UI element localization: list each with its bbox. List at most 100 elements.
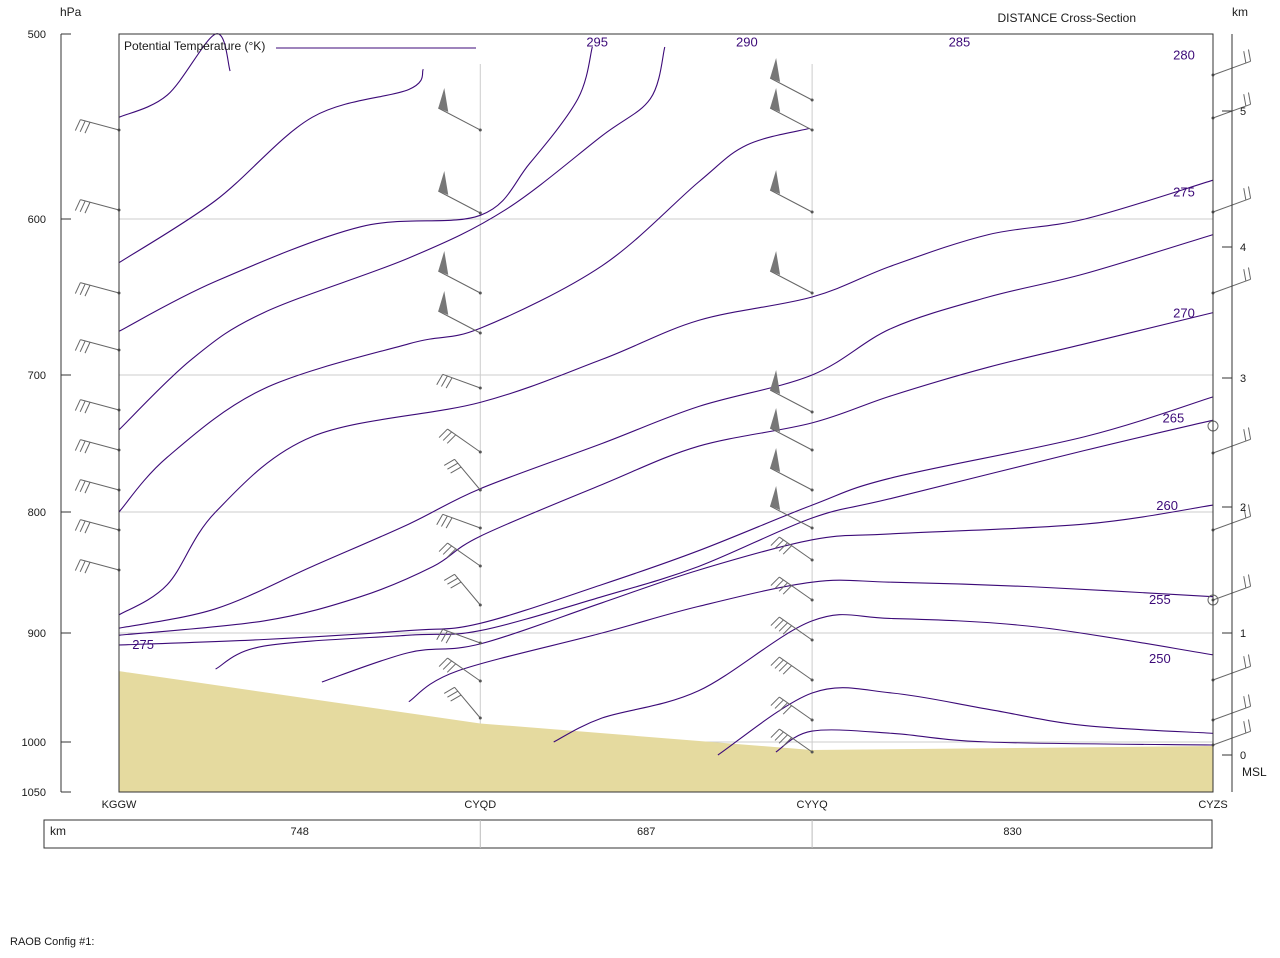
isentrope-line-9 xyxy=(215,419,1214,670)
right-tick-label-5: 5 xyxy=(1240,106,1246,118)
wind-barb-cyyq-4 xyxy=(770,696,814,722)
isentrope-line-3 xyxy=(118,46,666,431)
wind-barb-kggw-8 xyxy=(74,559,121,574)
right-tick-label-1: 1 xyxy=(1240,628,1246,640)
isentrope-label-1: 290 xyxy=(736,34,758,49)
wind-barb-cyqd-6 xyxy=(436,628,482,645)
wind-barb-cyqd-8 xyxy=(443,686,482,720)
wind-flag-cyyq-1 xyxy=(769,88,814,132)
wind-flag-cyyq-5 xyxy=(769,408,814,452)
right-axis-bottom-label: MSL xyxy=(1242,765,1267,779)
isentrope-line-13 xyxy=(717,687,1214,756)
wind-flag-cyyq-0 xyxy=(769,58,814,102)
wind-barb-kggw-7 xyxy=(74,519,121,534)
isentrope-label-5: 270 xyxy=(1173,306,1195,321)
plot-border xyxy=(118,33,1214,793)
isentrope-line-12 xyxy=(553,614,1214,743)
isentrope-line-7 xyxy=(118,312,1214,636)
isentrope-line-0 xyxy=(118,33,231,118)
isentrope-labels: 295 290 285 280 275 270 265 260 255 250 275 xyxy=(132,34,1195,666)
wind-barb-cyzs-2 xyxy=(1211,186,1252,214)
wind-barb-cyqd-3 xyxy=(436,513,482,530)
isentrope-line-10 xyxy=(321,504,1214,683)
isentrope-line-5 xyxy=(118,179,1214,616)
axes: 500 600 700 800 900 1000 1050 5 4 3 2 1 0 KGGW CYQD CYY… xyxy=(22,29,1247,811)
isentrope-label-7: 260 xyxy=(1156,498,1178,513)
legend-text: Potential Temperature (°K) xyxy=(124,39,265,53)
wind-flag-cyyq-2 xyxy=(769,170,814,214)
wind-barb-cyyq-2 xyxy=(770,616,814,642)
wind-flag-cyqd-1 xyxy=(438,171,482,215)
distance-table-frame xyxy=(43,819,1213,849)
isentrope-line-1 xyxy=(118,68,424,264)
distance-table: km 748 687 830 xyxy=(43,819,1213,849)
left-tick-label-700: 700 xyxy=(28,370,46,382)
wind-barb-cyyq-0 xyxy=(770,536,814,562)
left-tick-label-600: 600 xyxy=(28,214,46,226)
isentrope-label-8: 255 xyxy=(1149,592,1171,607)
isentrope-label-2: 285 xyxy=(949,34,971,49)
wind-barb-kggw-0 xyxy=(74,119,121,134)
isentrope-line-4 xyxy=(118,127,810,513)
wind-barb-kggw-1 xyxy=(74,199,121,214)
wind-barb-cyzs-4 xyxy=(1211,427,1252,455)
station-label-cyqd: CYQD xyxy=(464,799,496,811)
config-label: RAOB Config #1: xyxy=(10,936,95,948)
wind-barb-cyyq-3 xyxy=(770,656,814,682)
isentrope-line-14 xyxy=(775,729,1214,753)
isentrope-line-11 xyxy=(408,579,1214,703)
wind-flag-cyyq-4 xyxy=(769,370,814,414)
isentrope-line-2 xyxy=(118,46,593,332)
isentrope-label-4: 275 xyxy=(1173,184,1195,199)
station-label-cyzs: CYZS xyxy=(1198,799,1227,811)
wind-flag-cyyq-3 xyxy=(769,251,814,295)
wind-barb-kggw-4 xyxy=(74,399,121,414)
right-tick-label-0: 0 xyxy=(1240,750,1246,762)
right-tick-label-4: 4 xyxy=(1240,242,1246,254)
wind-barbs xyxy=(74,49,1252,754)
isentrope-lines xyxy=(118,33,1214,756)
distance-value-0: 748 xyxy=(290,826,308,838)
isentrope-label-10: 275 xyxy=(132,637,154,652)
wind-barb-cyyq-1 xyxy=(770,576,814,602)
terrain-area xyxy=(119,671,1213,792)
terrain-fill xyxy=(119,671,1213,792)
wind-barb-cyzs-7 xyxy=(1211,654,1252,682)
isentrope-label-6: 265 xyxy=(1163,410,1185,425)
plot-frame xyxy=(118,33,1214,793)
distance-value-2: 830 xyxy=(1003,826,1021,838)
wind-barb-cyqd-2 xyxy=(443,458,482,492)
wind-barb-cyzs-9 xyxy=(1211,719,1252,747)
wind-barb-cyqd-1 xyxy=(438,428,482,454)
distance-value-1: 687 xyxy=(637,826,655,838)
isentrope-line-6 xyxy=(118,234,1214,629)
left-axis-label: hPa xyxy=(60,5,82,19)
grid-lines xyxy=(119,64,1213,792)
wind-barb-cyyq-5 xyxy=(770,728,814,754)
wind-flag-cyyq-6 xyxy=(769,448,814,492)
isentrope-label-3: 280 xyxy=(1173,47,1195,62)
wind-flag-cyqd-3 xyxy=(438,291,482,335)
station-label-kggw: KGGW xyxy=(102,799,137,811)
wind-barb-cyzs-8 xyxy=(1211,694,1252,722)
left-tick-label-500: 500 xyxy=(28,29,46,41)
station-label-cyyq: CYYQ xyxy=(797,799,829,811)
wind-barb-kggw-6 xyxy=(74,479,121,494)
isentrope-label-0: 295 xyxy=(586,34,608,49)
wind-barb-cyqd-0 xyxy=(436,373,482,390)
right-tick-label-3: 3 xyxy=(1240,373,1246,385)
wind-barb-kggw-5 xyxy=(74,439,121,454)
isentrope-label-9: 250 xyxy=(1149,651,1171,666)
wind-flag-cyyq-7 xyxy=(769,486,814,530)
distance-unit: km xyxy=(50,824,66,838)
left-tick-label-1050: 1050 xyxy=(22,787,46,799)
right-axis-label: km xyxy=(1232,5,1248,19)
right-tick-label-2: 2 xyxy=(1240,502,1246,514)
wind-barb-cyqd-4 xyxy=(438,542,482,568)
isentrope-line-8 xyxy=(118,396,1214,646)
wind-flag-cyqd-0 xyxy=(438,88,482,132)
left-tick-label-800: 800 xyxy=(28,507,46,519)
chart-title: DISTANCE Cross-Section xyxy=(998,11,1136,25)
wind-barb-cyqd-7 xyxy=(438,657,482,683)
